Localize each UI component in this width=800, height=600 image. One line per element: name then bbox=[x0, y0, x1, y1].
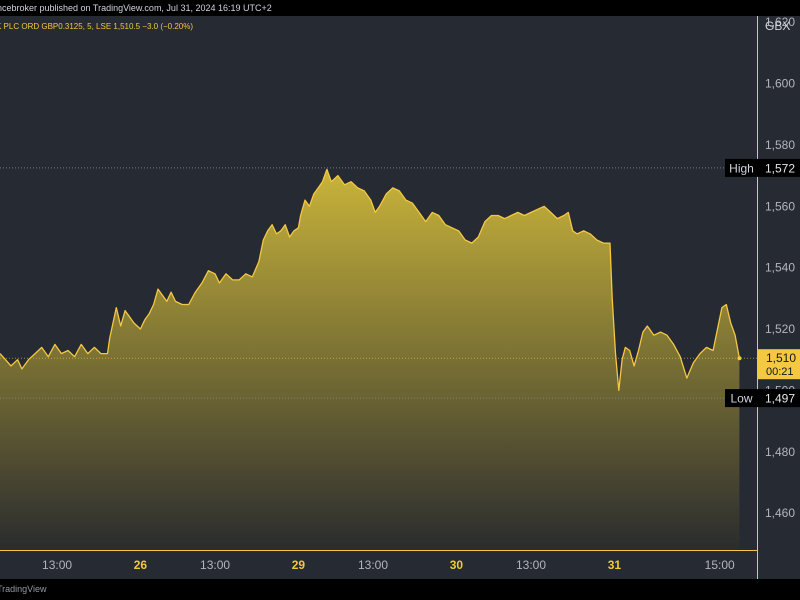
low-value-box bbox=[758, 389, 800, 408]
symbol-legend[interactable]: K PLC ORD GBP0.3125, 5, LSE 1,510.5 −3.0… bbox=[0, 22, 194, 31]
price-line bbox=[0, 168, 741, 392]
price-area-fill bbox=[0, 169, 740, 550]
high-label: High bbox=[729, 161, 754, 175]
time-tick-label: 13:00 bbox=[358, 558, 388, 572]
price-tick-label: 1,600 bbox=[765, 77, 795, 91]
day-tick-label: 31 bbox=[608, 558, 622, 572]
time-axis[interactable]: 13:00 26 13:00 29 13:00 30 13:00 31 15:00 bbox=[42, 558, 735, 572]
time-tick-label: 13:00 bbox=[516, 558, 546, 572]
time-tick-label: 13:00 bbox=[200, 558, 230, 572]
high-value: 1,572 bbox=[765, 161, 795, 175]
time-tick-label: 15:00 bbox=[705, 558, 735, 572]
low-label: Low bbox=[730, 392, 752, 406]
currency-label: GBX bbox=[765, 19, 790, 33]
last-price-value: 1,510 bbox=[766, 351, 796, 365]
footer-bar: TradingView bbox=[0, 579, 800, 600]
time-tick-label: 13:00 bbox=[42, 558, 72, 572]
price-tick-label: 1,560 bbox=[765, 199, 795, 213]
publish-info: ncebroker published on TradingView.com, … bbox=[0, 3, 272, 13]
price-tick-label: 1,520 bbox=[765, 322, 795, 336]
price-tick-label: 1,540 bbox=[765, 261, 795, 275]
bar-countdown: 00:21 bbox=[766, 366, 794, 378]
price-tick-label: 1,460 bbox=[765, 506, 795, 520]
day-tick-label: 30 bbox=[450, 558, 464, 572]
last-price-dot bbox=[737, 356, 742, 361]
publish-header: ncebroker published on TradingView.com, … bbox=[0, 0, 800, 16]
high-label-box bbox=[725, 158, 758, 177]
price-tick-label: 1,580 bbox=[765, 138, 795, 152]
price-axis[interactable]: 1,4601,4801,5001,5201,5401,5601,5801,600… bbox=[765, 15, 795, 520]
last-price-badge bbox=[758, 349, 800, 380]
day-tick-label: 26 bbox=[134, 558, 148, 572]
low-label-box bbox=[725, 389, 758, 408]
high-value-box bbox=[758, 158, 800, 177]
price-tick-label: 1,480 bbox=[765, 445, 795, 459]
day-tick-label: 29 bbox=[292, 558, 306, 572]
low-value: 1,497 bbox=[765, 392, 795, 406]
price-tick-label: 1,620 bbox=[765, 15, 795, 29]
tradingview-brand: TradingView bbox=[0, 584, 47, 594]
plot-area bbox=[0, 167, 757, 550]
